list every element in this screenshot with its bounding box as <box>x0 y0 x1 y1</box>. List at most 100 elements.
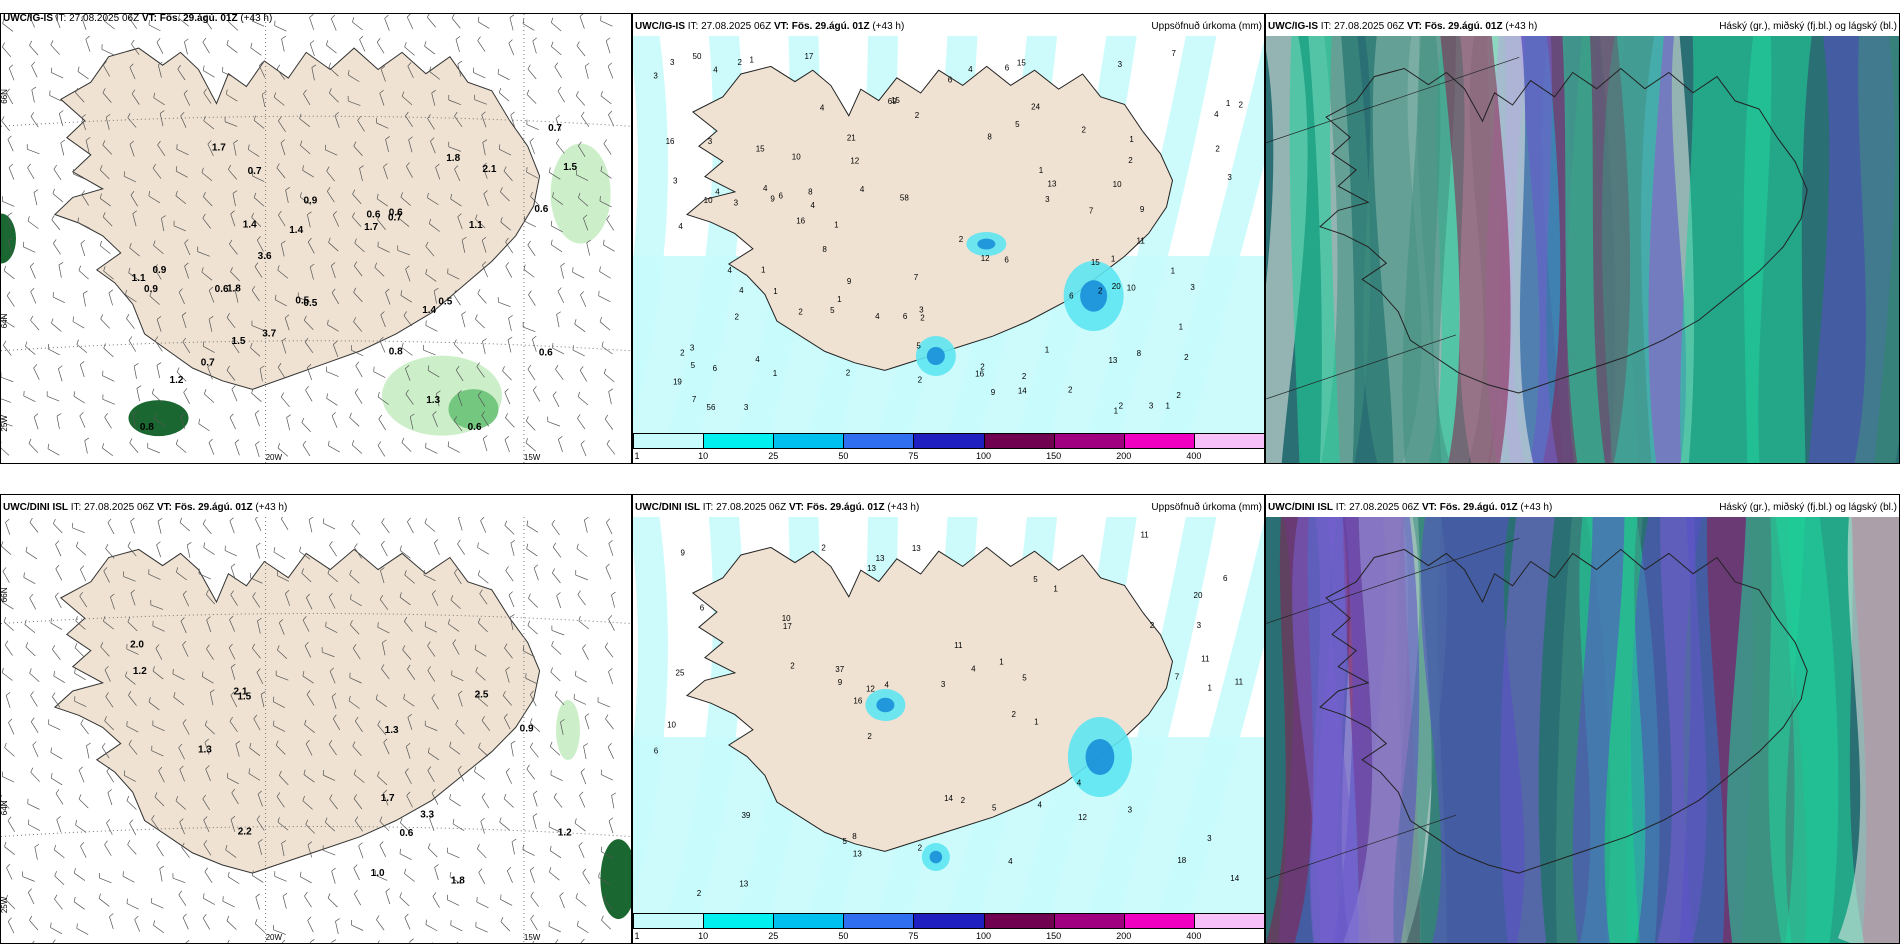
precip-value: 3 <box>941 680 946 689</box>
wind-value: 1.3 <box>385 725 399 736</box>
legend-swatch <box>773 913 845 929</box>
precip-value: 11 <box>1201 654 1210 663</box>
valid-time: VT: Fös. 29.ágú. 01Z <box>773 21 870 32</box>
wind-value: 0.6 <box>539 348 553 359</box>
precip-value: 7 <box>1171 49 1176 58</box>
precip-value: 20 <box>1194 591 1203 600</box>
precip-value: 3 <box>1207 834 1212 843</box>
wind-value: 1.0 <box>371 868 385 879</box>
legend-label: 25 <box>768 451 779 461</box>
wind-value: 0.6 <box>468 422 482 433</box>
precip-value: 10 <box>667 720 676 729</box>
precip-value: 6 <box>903 312 908 321</box>
wind-value: 1.5 <box>232 336 246 347</box>
precip-value: 3 <box>1128 806 1133 815</box>
wind-value: 0.6 <box>215 284 229 295</box>
precip-value: 18 <box>1177 856 1186 865</box>
wind-value: 1.2 <box>133 666 147 677</box>
precip-value: 5 <box>992 804 997 813</box>
precip-value: 2 <box>867 732 872 741</box>
precip-value: 4 <box>713 65 718 74</box>
precip-value: 4 <box>811 201 816 210</box>
precip-value: 6 <box>1223 574 1228 583</box>
legend-label: 10 <box>698 451 709 461</box>
precip-value: 13 <box>853 849 862 858</box>
precip-value: 15 <box>891 96 900 105</box>
cloud-map <box>1266 517 1899 943</box>
legend-label: 1 <box>634 451 640 461</box>
panel-right-label: Uppsöfnuð úrkoma (mm) <box>1151 21 1262 32</box>
wind-value: 0.5 <box>295 295 309 306</box>
precip-value: 21 <box>847 133 856 142</box>
precip-value: 3 <box>1045 195 1050 204</box>
wind-value: 1.8 <box>451 876 465 887</box>
panel-right-label: Háský (gr.), miðský (fj.bl.) og lágský (… <box>1719 502 1897 513</box>
precip-value: 13 <box>1048 180 1057 189</box>
precip-value: 15 <box>1091 258 1100 267</box>
precip-value: 2 <box>1238 100 1243 109</box>
lon-label: 15W <box>524 933 541 942</box>
precip-value: 13 <box>912 544 921 553</box>
wind-value: 0.9 <box>520 724 534 735</box>
precip-value: 1 <box>750 55 755 64</box>
legend-swatch <box>843 913 915 929</box>
precip-value: 15 <box>1017 58 1026 67</box>
precip-legend: 1 10 25 50 75 100 150 200 400 <box>633 913 1264 943</box>
precip-value: 10 <box>782 614 791 623</box>
precip-value: 6 <box>654 746 659 755</box>
bottom-wind-panel: UWC/DINI ISL IT: 27.08.2025 06Z VT: Fös.… <box>0 494 632 944</box>
precip-value: 1 <box>1111 254 1116 263</box>
wind-value: 1.2 <box>558 828 572 839</box>
wind-value: 1.7 <box>381 793 395 804</box>
precip-value: 4 <box>715 187 720 196</box>
wind-value: 1.1 <box>469 220 483 231</box>
legend-swatch <box>913 433 985 449</box>
legend-swatch <box>1123 433 1195 449</box>
precip-value: 5 <box>916 341 921 350</box>
legend-swatch <box>1053 433 1125 449</box>
wind-value: 0.5 <box>438 297 452 308</box>
legend-label: 50 <box>838 931 849 941</box>
precip-value: 3 <box>1118 60 1123 69</box>
precip-value: 1 <box>1034 718 1039 727</box>
precip-value: 17 <box>783 622 792 631</box>
precip-value: 11 <box>954 641 963 650</box>
model-name: UWC/IG-IS <box>635 21 685 32</box>
precip-value: 8 <box>852 832 857 841</box>
precip-value: 8 <box>1137 349 1142 358</box>
wind-value: 0.7 <box>548 123 562 134</box>
legend-label: 200 <box>1116 451 1132 461</box>
precip-value: 14 <box>1230 874 1239 883</box>
precip-value: 1 <box>773 369 778 378</box>
legend-swatch <box>703 433 775 449</box>
precip-value: 1 <box>1171 266 1176 275</box>
lead-time: (+43 h) <box>240 13 273 24</box>
precip-value: 16 <box>666 137 675 146</box>
precip-value: 5 <box>691 361 696 370</box>
lead-time: (+43 h) <box>872 21 905 32</box>
wind-value: 0.6 <box>399 828 413 839</box>
precip-value: 2 <box>1119 402 1124 411</box>
precip-value: 6 <box>779 191 784 200</box>
precip-value: 5 <box>842 837 847 846</box>
precip-value: 13 <box>739 880 748 889</box>
legend-swatch <box>843 433 915 449</box>
precip-value: 4 <box>678 222 683 231</box>
precip-value: 6 <box>1004 256 1009 265</box>
precip-value: 1 <box>1053 584 1058 593</box>
precip-value: 37 <box>835 665 844 674</box>
precip-value: 1 <box>761 265 766 274</box>
wind-value: 3.7 <box>262 329 276 340</box>
wind-value: 1.8 <box>227 283 241 294</box>
precip-value: 3 <box>673 176 678 185</box>
precip-value: 10 <box>1127 283 1136 292</box>
precip-value: 6 <box>700 603 705 612</box>
precip-value: 3 <box>744 403 749 412</box>
precip-value: 3 <box>734 199 739 208</box>
precip-value: 5 <box>1015 120 1020 129</box>
init-time: IT: 27.08.2025 06Z <box>702 502 787 513</box>
precip-value: 2 <box>961 796 966 805</box>
precip-value: 2 <box>918 375 923 384</box>
lat-label: 64N <box>1 800 9 815</box>
precip-value: 4 <box>860 185 865 194</box>
